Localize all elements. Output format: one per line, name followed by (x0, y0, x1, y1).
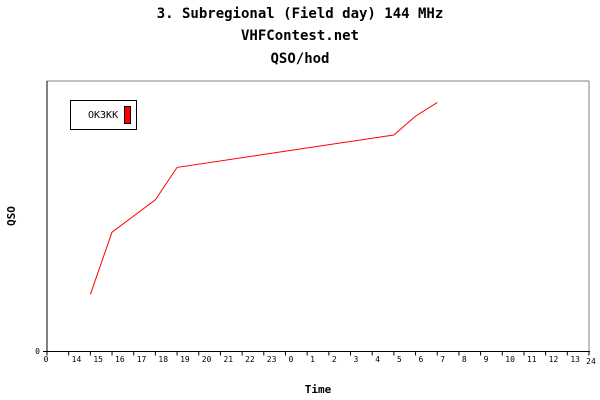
x-tick-label: 3 (354, 355, 359, 364)
x-tick-label: 10 (505, 355, 515, 364)
x-tick-label: 19 (180, 355, 190, 364)
x-ticks: 0 14 15 16 17 18 19 20 21 22 23 0 1 2 3 4 5 6 7 8 9 10 11 12 13 2… (44, 351, 596, 366)
x-tick-label: 11 (527, 355, 537, 364)
x-tick-label: 17 (137, 355, 147, 364)
x-tick-label: 13 (570, 355, 580, 364)
x-tick-label: 1 (310, 355, 315, 364)
x-tick-label: 14 (72, 355, 82, 364)
chart-subtitle-unit: QSO/hod (270, 51, 330, 67)
x-tick-label: 0 (44, 355, 49, 364)
x-tick-label: 2 (332, 355, 337, 364)
x-tick-label: 7 (440, 355, 445, 364)
x-tick-label: 8 (462, 355, 467, 364)
x-tick-label: 12 (549, 355, 559, 364)
y-axis-label: QSO (5, 206, 18, 226)
x-tick-label: 15 (93, 355, 103, 364)
y-tick-label: 0 (35, 347, 40, 356)
x-tick-label: 16 (115, 355, 125, 364)
x-axis-label: Time (305, 383, 332, 396)
x-tick-label: 0 (288, 355, 293, 364)
x-tick-label: 5 (397, 355, 402, 364)
x-tick-label: 24 (586, 357, 596, 366)
series-line-ok3kk (89, 102, 438, 295)
chart-subtitle: VHFContest.net (240, 28, 359, 44)
x-tick-label: 4 (375, 355, 380, 364)
legend-label: OK3KK (88, 110, 118, 121)
x-tick-label: 6 (419, 355, 424, 364)
x-tick-label: 23 (267, 355, 277, 364)
x-tick-label: 20 (202, 355, 212, 364)
x-tick-label: 22 (245, 355, 255, 364)
legend: OK3KK (70, 100, 137, 130)
x-tick-label: 21 (223, 355, 233, 364)
legend-swatch (124, 106, 131, 124)
chart-title: 3. Subregional (Field day) 144 MHz (156, 6, 444, 22)
x-tick-label: 9 (484, 355, 489, 364)
x-tick-label: 18 (158, 355, 168, 364)
